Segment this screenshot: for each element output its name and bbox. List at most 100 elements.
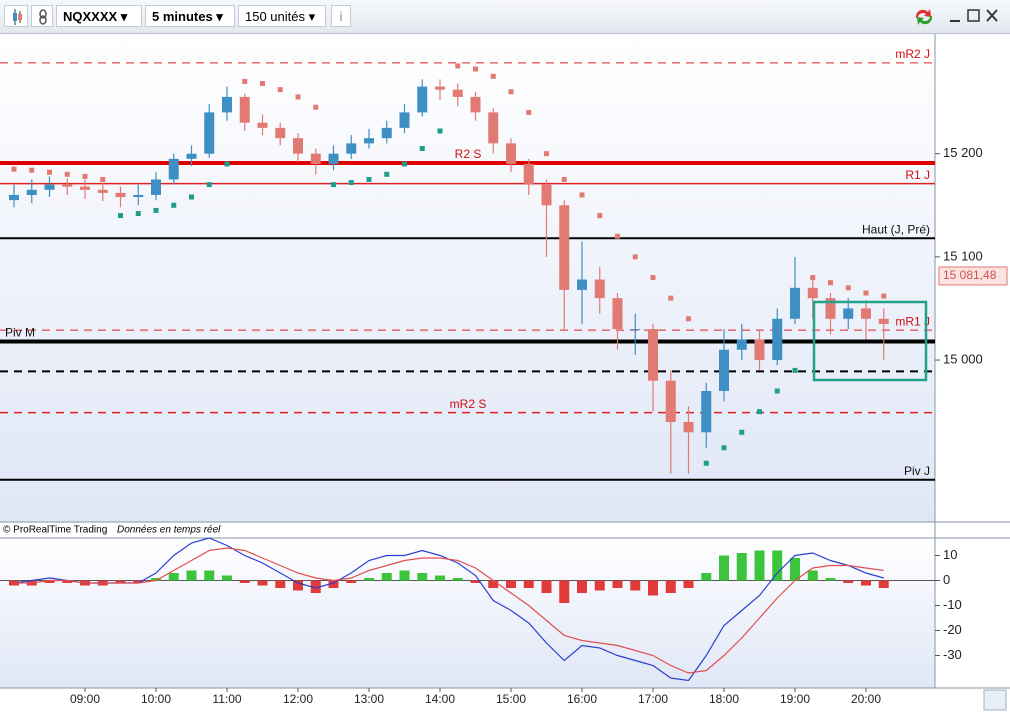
candle-body	[417, 86, 428, 113]
histogram-bar	[328, 580, 339, 588]
sar-dot	[774, 388, 780, 394]
sar-dot	[650, 275, 656, 280]
candle-body	[843, 308, 854, 319]
sar-dot	[419, 146, 425, 152]
sar-dot	[597, 213, 603, 219]
histogram-bar	[843, 580, 854, 583]
histogram-bar	[62, 580, 73, 583]
y-tick-label: -20	[943, 622, 962, 637]
sar-dot	[189, 194, 194, 200]
sar-dot	[47, 169, 52, 175]
sar-dot	[260, 81, 265, 86]
histogram-bar	[275, 580, 286, 588]
level-label: Piv J	[904, 464, 930, 478]
sar-dot	[348, 180, 354, 186]
candle-body	[9, 194, 19, 201]
candle-body	[470, 96, 481, 113]
histogram-bar	[790, 558, 800, 581]
candle-body	[293, 138, 303, 154]
link-icon[interactable]	[31, 5, 53, 27]
candle-body	[80, 186, 90, 190]
sar-dot	[384, 171, 390, 177]
units: 150 unités	[245, 9, 305, 24]
y-tick-label: 0	[943, 572, 950, 587]
sar-dot	[171, 202, 177, 208]
candle-body	[825, 298, 836, 319]
candle-body	[648, 329, 658, 381]
y-tick-label: 15 200	[943, 145, 983, 160]
timeframe-select[interactable]: 5 minutes ▾	[145, 5, 235, 27]
candle-body	[559, 205, 570, 290]
x-tick-label: 13:00	[354, 692, 384, 706]
level-label: R1 J	[905, 168, 930, 182]
price-panel	[0, 34, 935, 522]
sar-dot	[881, 293, 887, 299]
candle-icon[interactable]	[4, 5, 28, 27]
candle-body	[381, 127, 392, 139]
y-tick-label: 15 100	[943, 248, 983, 263]
candle-body	[115, 192, 126, 198]
sar-dot	[402, 161, 407, 167]
sar-dot	[331, 182, 336, 188]
scroll-button[interactable]	[983, 689, 1007, 711]
sar-dot	[686, 316, 691, 322]
histogram-bar	[417, 573, 428, 581]
chart: © ProRealTime Trading Données en temps r…	[0, 34, 1010, 711]
candle-body	[594, 279, 605, 299]
histogram-bar	[133, 580, 144, 583]
units-select[interactable]: 150 unités ▾	[238, 5, 326, 27]
refresh-icon[interactable]	[915, 9, 931, 18]
histogram-bar	[204, 570, 215, 581]
histogram-bar	[523, 580, 534, 588]
highlight-box	[812, 300, 928, 382]
level-label: mR1 J	[895, 314, 930, 328]
sar-dot	[739, 429, 745, 435]
sar-dot	[313, 104, 319, 110]
histogram-bar	[630, 580, 641, 591]
sar-dot	[863, 290, 869, 296]
histogram-bar	[435, 575, 445, 581]
histogram-bar	[736, 553, 747, 581]
candle-body	[719, 349, 729, 392]
close[interactable]	[986, 9, 998, 22]
sar-dot	[366, 176, 372, 182]
symbol-select[interactable]: NQXXXX ▾	[56, 5, 142, 27]
histogram-bar	[541, 580, 552, 593]
candle-body	[346, 143, 357, 154]
candle-body	[222, 96, 232, 113]
last-price-box	[938, 266, 1008, 286]
symbol: NQXXXX	[63, 9, 118, 24]
histogram-bar	[648, 580, 658, 596]
histogram-bar	[559, 580, 570, 603]
histogram-bar	[115, 580, 126, 583]
toolbar: NQXXXX ▾ 5 minutes ▾ 150 unités ▾ i	[0, 0, 1010, 34]
sar-dot	[64, 171, 70, 177]
candle-body	[452, 89, 463, 97]
candle-body	[26, 189, 37, 195]
histogram-bar	[825, 578, 836, 581]
candle-body	[754, 339, 765, 361]
sar-dot	[828, 280, 833, 286]
sar-dot	[29, 167, 35, 173]
sar-dot	[295, 94, 301, 100]
candle-body	[861, 308, 871, 319]
refresh-icon-2[interactable]	[917, 16, 933, 25]
realtime-note: Données en temps réel	[117, 525, 221, 536]
x-tick-label: 11:00	[212, 692, 241, 706]
histogram-bar	[239, 580, 250, 583]
level-label: Haut (J, Pré)	[862, 222, 930, 236]
y-tick-label: -10	[943, 597, 962, 612]
sar-dot	[810, 275, 816, 280]
maximize[interactable]	[967, 9, 980, 22]
x-tick-label: 18:00	[709, 692, 739, 706]
x-tick-label: 15:00	[496, 692, 526, 706]
candle-body	[186, 153, 197, 159]
info-button[interactable]: i	[331, 5, 351, 27]
minimize[interactable]	[950, 20, 960, 22]
signal-line	[14, 547, 884, 674]
sar-dot	[490, 73, 496, 79]
candle-body	[62, 184, 73, 187]
x-tick-label: 09:00	[70, 692, 100, 706]
histogram-bar	[772, 550, 783, 581]
